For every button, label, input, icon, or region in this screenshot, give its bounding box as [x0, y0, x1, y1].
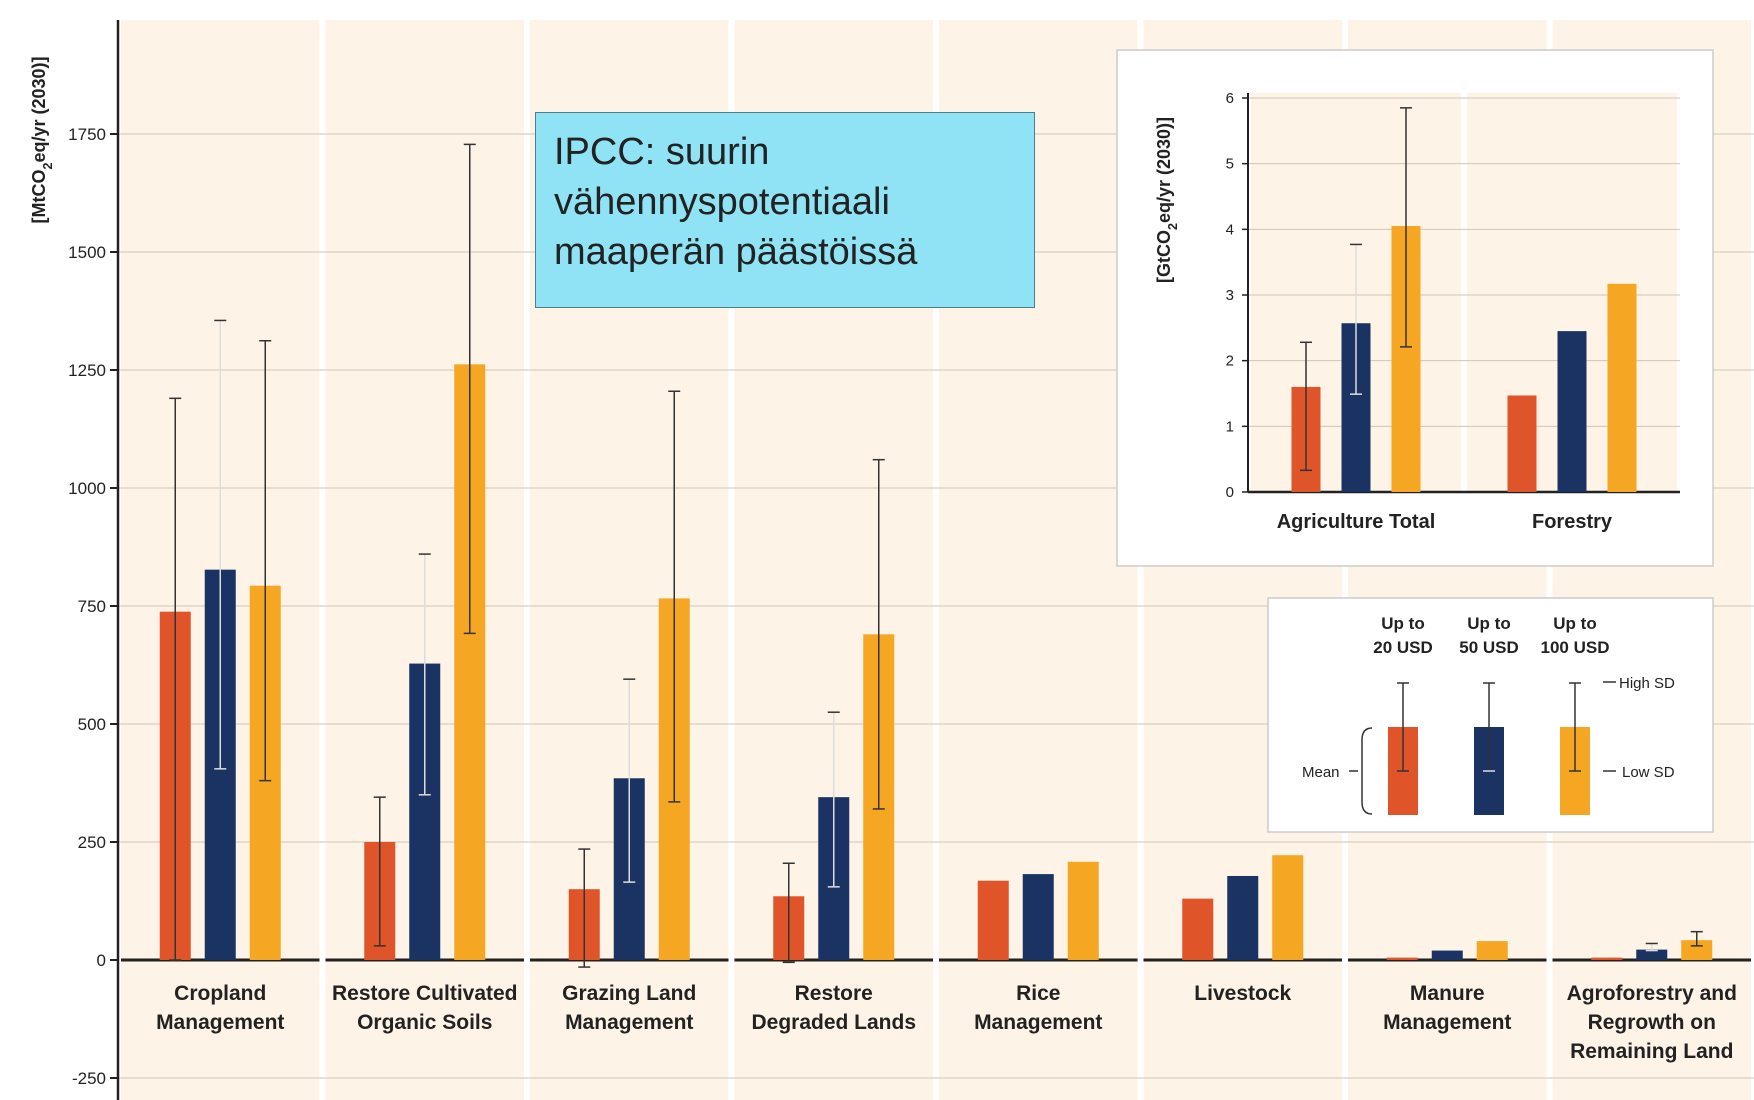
y-tick-label: 0	[97, 951, 106, 970]
legend-heading: 20 USD	[1373, 638, 1433, 657]
category-label: Management	[1383, 1011, 1511, 1034]
legend: Up to 20 USD Up to 50 USD Up to 100 USD High S…	[1267, 597, 1714, 833]
bar	[1636, 949, 1668, 960]
bar	[1431, 950, 1463, 960]
inset-chart: 0 1 2 3 4 5 6 [GtCO2eq/yr (2030)] Agriculture To…	[1116, 49, 1714, 567]
inset-y-tick-label: 3	[1226, 287, 1234, 304]
bar	[977, 880, 1009, 960]
category-label: Management	[156, 1011, 284, 1034]
inset-category-label: Agriculture Total	[1277, 511, 1436, 533]
y-tick-label: 1000	[68, 479, 106, 498]
legend-low-label: Low SD	[1622, 764, 1675, 781]
bar	[1681, 940, 1713, 960]
legend-heading: Up to	[1553, 614, 1596, 633]
category-label: Livestock	[1194, 982, 1291, 1005]
y-tick-label: 1500	[68, 243, 106, 262]
category-label: Remaining Land	[1570, 1040, 1733, 1063]
inset-y-tick-label: 4	[1226, 221, 1234, 238]
inset-y-tick-label: 0	[1226, 484, 1234, 501]
legend-heading: Up to	[1381, 614, 1424, 633]
category-label: Cropland	[174, 982, 266, 1005]
inset-bar	[1507, 395, 1537, 492]
inset-y-tick-label: 2	[1226, 353, 1234, 370]
category-label: Manure	[1410, 982, 1485, 1005]
legend-mean-label: Mean	[1302, 764, 1340, 781]
y-tick-label: 250	[78, 833, 106, 852]
category-label: Restore Cultivated	[332, 982, 518, 1005]
bar	[1476, 941, 1508, 960]
y-tick-label: -250	[72, 1069, 106, 1088]
bar	[1591, 957, 1623, 960]
callout-line: vähennyspotentiaali	[554, 181, 890, 223]
category-label: Organic Soils	[357, 1011, 492, 1034]
y-tick-label: 1750	[68, 125, 106, 144]
category-label: Management	[565, 1011, 693, 1034]
y-axis-ticks: -250 0 250 500 750 1000 1250 1500 1750	[68, 125, 118, 1088]
inset-bar	[1607, 283, 1637, 492]
category-label: Restore	[795, 982, 873, 1005]
y-tick-label: 750	[78, 597, 106, 616]
legend-high-label: High SD	[1619, 675, 1675, 692]
category-label: Grazing Land	[562, 982, 696, 1005]
bar	[1227, 875, 1259, 960]
inset-y-tick-label: 5	[1226, 156, 1234, 173]
inset-y-axis-label: [GtCO2eq/yr (2030)]	[1154, 117, 1180, 283]
callout-line: IPCC: suurin	[554, 131, 770, 173]
category-label: Rice	[1016, 982, 1060, 1005]
y-tick-label: 500	[78, 715, 106, 734]
legend-heading: 100 USD	[1541, 638, 1610, 657]
y-axis-label: [MtCO2eq/yr (2030)]	[29, 56, 55, 223]
y-tick-label: 1250	[68, 361, 106, 380]
legend-mean-bracket	[1361, 727, 1373, 815]
bar	[1182, 898, 1214, 960]
inset-y-tick-label: 6	[1226, 90, 1234, 107]
bar	[1067, 861, 1099, 960]
category-label: Regrowth on	[1588, 1011, 1716, 1034]
category-label: Management	[974, 1011, 1102, 1034]
bar	[1272, 855, 1304, 960]
bars	[159, 143, 1713, 968]
legend-heading: 50 USD	[1459, 638, 1519, 657]
category-label: Agroforestry and	[1567, 982, 1737, 1005]
legend-heading: Up to	[1467, 614, 1510, 633]
callout-line: maaperän päästöissä	[554, 231, 918, 273]
inset-y-tick-label: 1	[1226, 418, 1234, 435]
bar	[1022, 874, 1054, 960]
bar	[1386, 957, 1418, 960]
callout-box: IPCC: suurin vähennyspotentiaali maaperä…	[535, 112, 1035, 308]
category-labels: Cropland Management Restore Cultivated Orga…	[156, 982, 1737, 1063]
inset-bar	[1557, 331, 1587, 492]
inset-category-label: Forestry	[1532, 511, 1613, 533]
category-label: Degraded Lands	[751, 1011, 916, 1034]
